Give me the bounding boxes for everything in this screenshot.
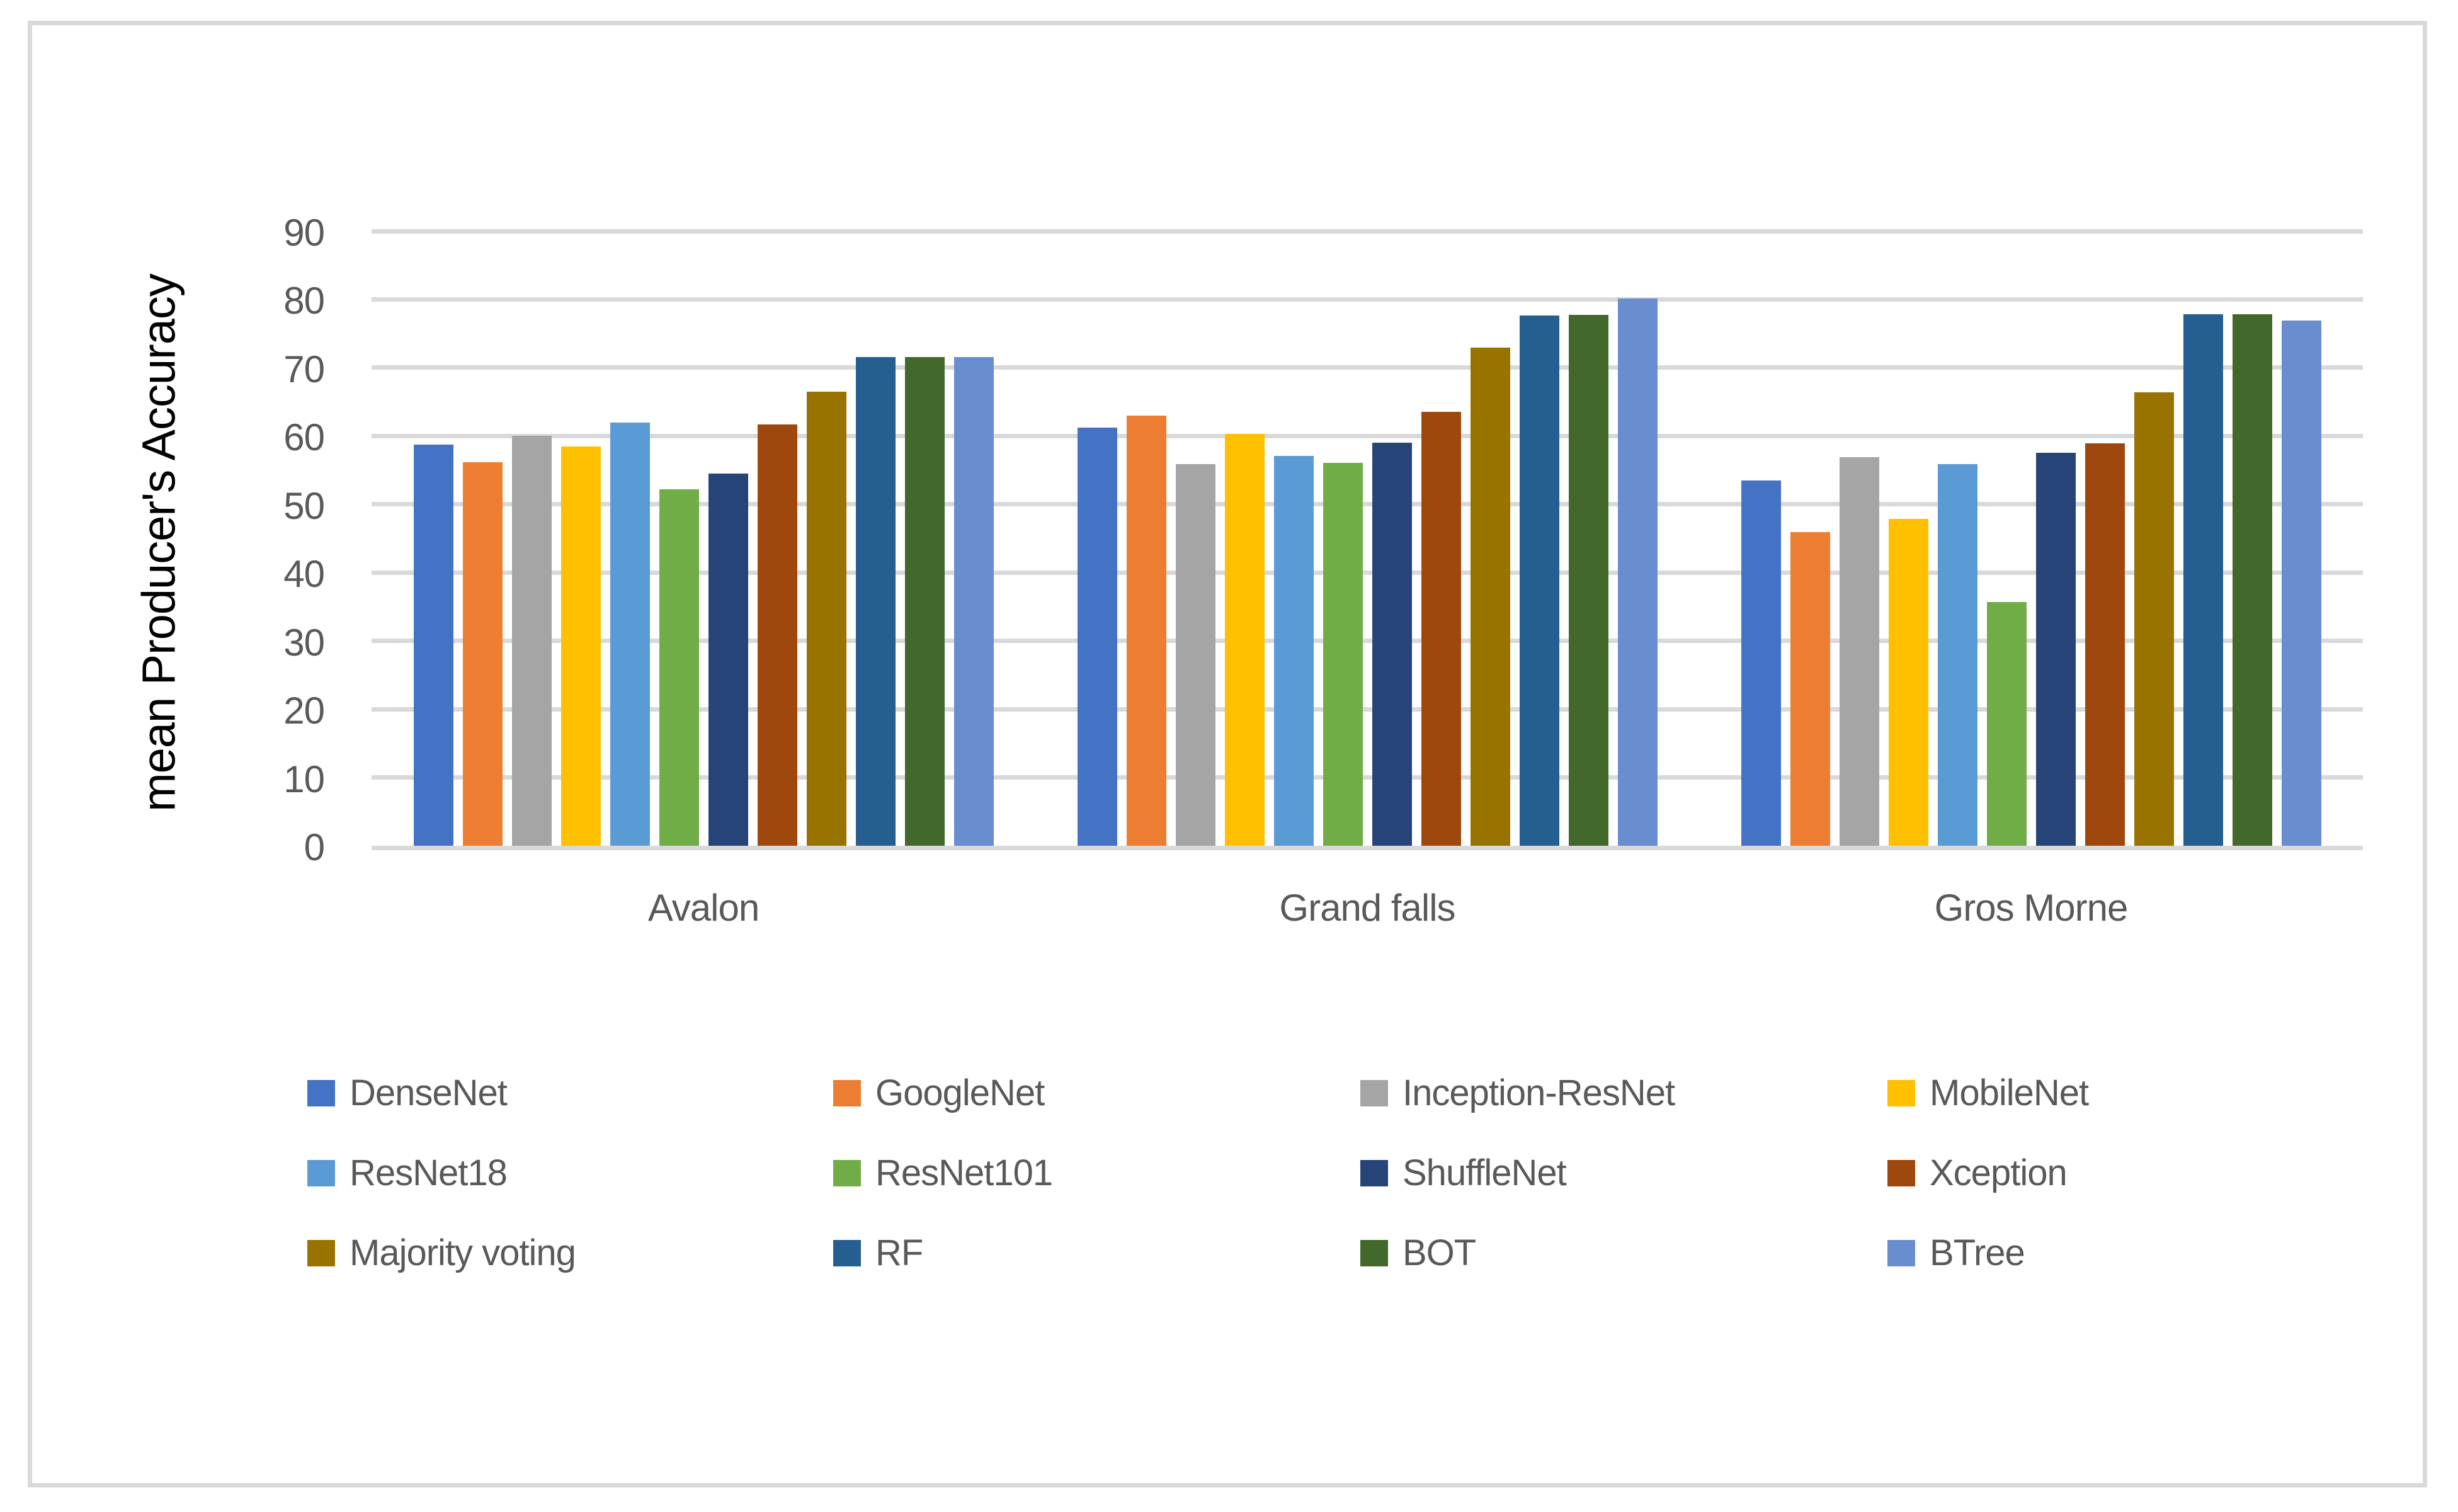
bar-btree-grand-falls bbox=[1617, 298, 1658, 846]
gridline-60 bbox=[372, 433, 2363, 438]
gridline-80 bbox=[372, 297, 2363, 302]
bar-rf-grand-falls bbox=[1519, 315, 1559, 846]
bar-mobilenet-gros-morne bbox=[1888, 518, 1928, 846]
gridline-40 bbox=[372, 570, 2363, 575]
x-axis-line bbox=[372, 846, 2363, 850]
y-tick-label-10: 10 bbox=[283, 758, 325, 800]
bar-majority-voting-grand-falls bbox=[1470, 348, 1510, 846]
bar-resnet101-grand-falls bbox=[1323, 462, 1363, 846]
y-tick-label-40: 40 bbox=[283, 553, 325, 596]
bar-googlenet-avalon bbox=[462, 462, 503, 846]
figure-border bbox=[28, 21, 2427, 1487]
category-label-avalon: Avalon bbox=[647, 887, 760, 929]
legend-label-inception-resnet: Inception-ResNet bbox=[1403, 1072, 1675, 1113]
legend-marker-majority-voting bbox=[307, 1240, 335, 1266]
bar-bot-avalon bbox=[904, 356, 945, 846]
gridline-10 bbox=[372, 775, 2363, 780]
bar-btree-avalon bbox=[953, 356, 994, 846]
bar-inception-resnet-grand-falls bbox=[1175, 463, 1215, 846]
legend-marker-resnet101 bbox=[833, 1160, 861, 1186]
legend-label-majority-voting: Majority voting bbox=[350, 1232, 576, 1273]
bar-mobilenet-grand-falls bbox=[1224, 434, 1265, 846]
gridline-70 bbox=[372, 365, 2363, 370]
bar-xception-gros-morne bbox=[2085, 443, 2125, 846]
category-label-grand-falls: Grand falls bbox=[1279, 887, 1455, 929]
legend-marker-btree bbox=[1887, 1240, 1915, 1266]
bar-xception-avalon bbox=[757, 424, 797, 846]
bar-googlenet-grand-falls bbox=[1126, 415, 1166, 846]
category-label-gros-morne: Gros Morne bbox=[1934, 887, 2129, 929]
bar-inception-resnet-gros-morne bbox=[1839, 457, 1879, 846]
bar-btree-gros-morne bbox=[2281, 321, 2321, 846]
bar-rf-avalon bbox=[855, 356, 896, 846]
legend-marker-densenet bbox=[307, 1080, 335, 1106]
bar-googlenet-gros-morne bbox=[1790, 532, 1830, 846]
y-tick-label-80: 80 bbox=[283, 280, 325, 322]
legend-marker-resnet18 bbox=[307, 1160, 335, 1186]
bar-rf-gros-morne bbox=[2183, 314, 2223, 846]
bar-resnet101-gros-morne bbox=[1986, 601, 2027, 846]
bar-majority-voting-avalon bbox=[806, 391, 846, 846]
legend-marker-shufflenet bbox=[1360, 1160, 1388, 1186]
bar-resnet18-gros-morne bbox=[1937, 463, 1977, 846]
legend-label-shufflenet: ShuffleNet bbox=[1403, 1152, 1567, 1193]
legend-label-resnet18: ResNet18 bbox=[350, 1152, 508, 1193]
gridline-20 bbox=[372, 707, 2363, 712]
bar-mobilenet-avalon bbox=[560, 446, 601, 846]
gridline-50 bbox=[372, 502, 2363, 507]
bar-resnet101-avalon bbox=[659, 489, 699, 846]
legend-label-resnet101: ResNet101 bbox=[875, 1152, 1053, 1193]
bar-shufflenet-gros-morne bbox=[2035, 453, 2076, 846]
bar-resnet18-grand-falls bbox=[1273, 455, 1314, 846]
legend-label-btree: BTree bbox=[1930, 1232, 2025, 1273]
y-tick-label-60: 60 bbox=[283, 416, 325, 459]
bar-bot-gros-morne bbox=[2232, 314, 2272, 846]
legend-marker-bot bbox=[1360, 1240, 1388, 1266]
bar-densenet-avalon bbox=[413, 445, 453, 846]
y-tick-label-20: 20 bbox=[283, 690, 325, 732]
y-tick-label-30: 30 bbox=[283, 621, 325, 664]
y-tick-label-70: 70 bbox=[283, 348, 325, 390]
legend-marker-googlenet bbox=[833, 1080, 861, 1106]
bar-densenet-gros-morne bbox=[1741, 480, 1781, 846]
legend-label-googlenet: GoogleNet bbox=[875, 1072, 1045, 1113]
legend-label-mobilenet: MobileNet bbox=[1930, 1072, 2089, 1113]
bar-densenet-grand-falls bbox=[1077, 428, 1117, 846]
bar-majority-voting-gros-morne bbox=[2134, 392, 2174, 846]
plot-area bbox=[372, 229, 2363, 850]
legend-label-rf: RF bbox=[875, 1232, 923, 1273]
legend-marker-rf bbox=[833, 1240, 861, 1266]
legend-marker-inception-resnet bbox=[1360, 1080, 1388, 1106]
y-tick-label-0: 0 bbox=[304, 826, 325, 868]
bar-bot-grand-falls bbox=[1568, 315, 1608, 846]
legend-marker-xception bbox=[1887, 1160, 1915, 1186]
y-tick-label-90: 90 bbox=[283, 212, 325, 254]
legend-label-bot: BOT bbox=[1403, 1232, 1476, 1273]
legend-label-xception: Xception bbox=[1930, 1152, 2068, 1193]
bar-shufflenet-avalon bbox=[708, 473, 748, 846]
gridline-90 bbox=[372, 229, 2363, 234]
bar-xception-grand-falls bbox=[1421, 412, 1461, 846]
gridline-30 bbox=[372, 639, 2363, 644]
bar-inception-resnet-avalon bbox=[511, 436, 552, 846]
legend-marker-mobilenet bbox=[1887, 1080, 1915, 1106]
y-tick-label-50: 50 bbox=[283, 484, 325, 527]
y-axis-title: mean Producer's Accuracy bbox=[132, 274, 185, 812]
legend-label-densenet: DenseNet bbox=[350, 1072, 508, 1113]
bar-shufflenet-grand-falls bbox=[1372, 443, 1412, 846]
bar-resnet18-avalon bbox=[610, 422, 650, 846]
